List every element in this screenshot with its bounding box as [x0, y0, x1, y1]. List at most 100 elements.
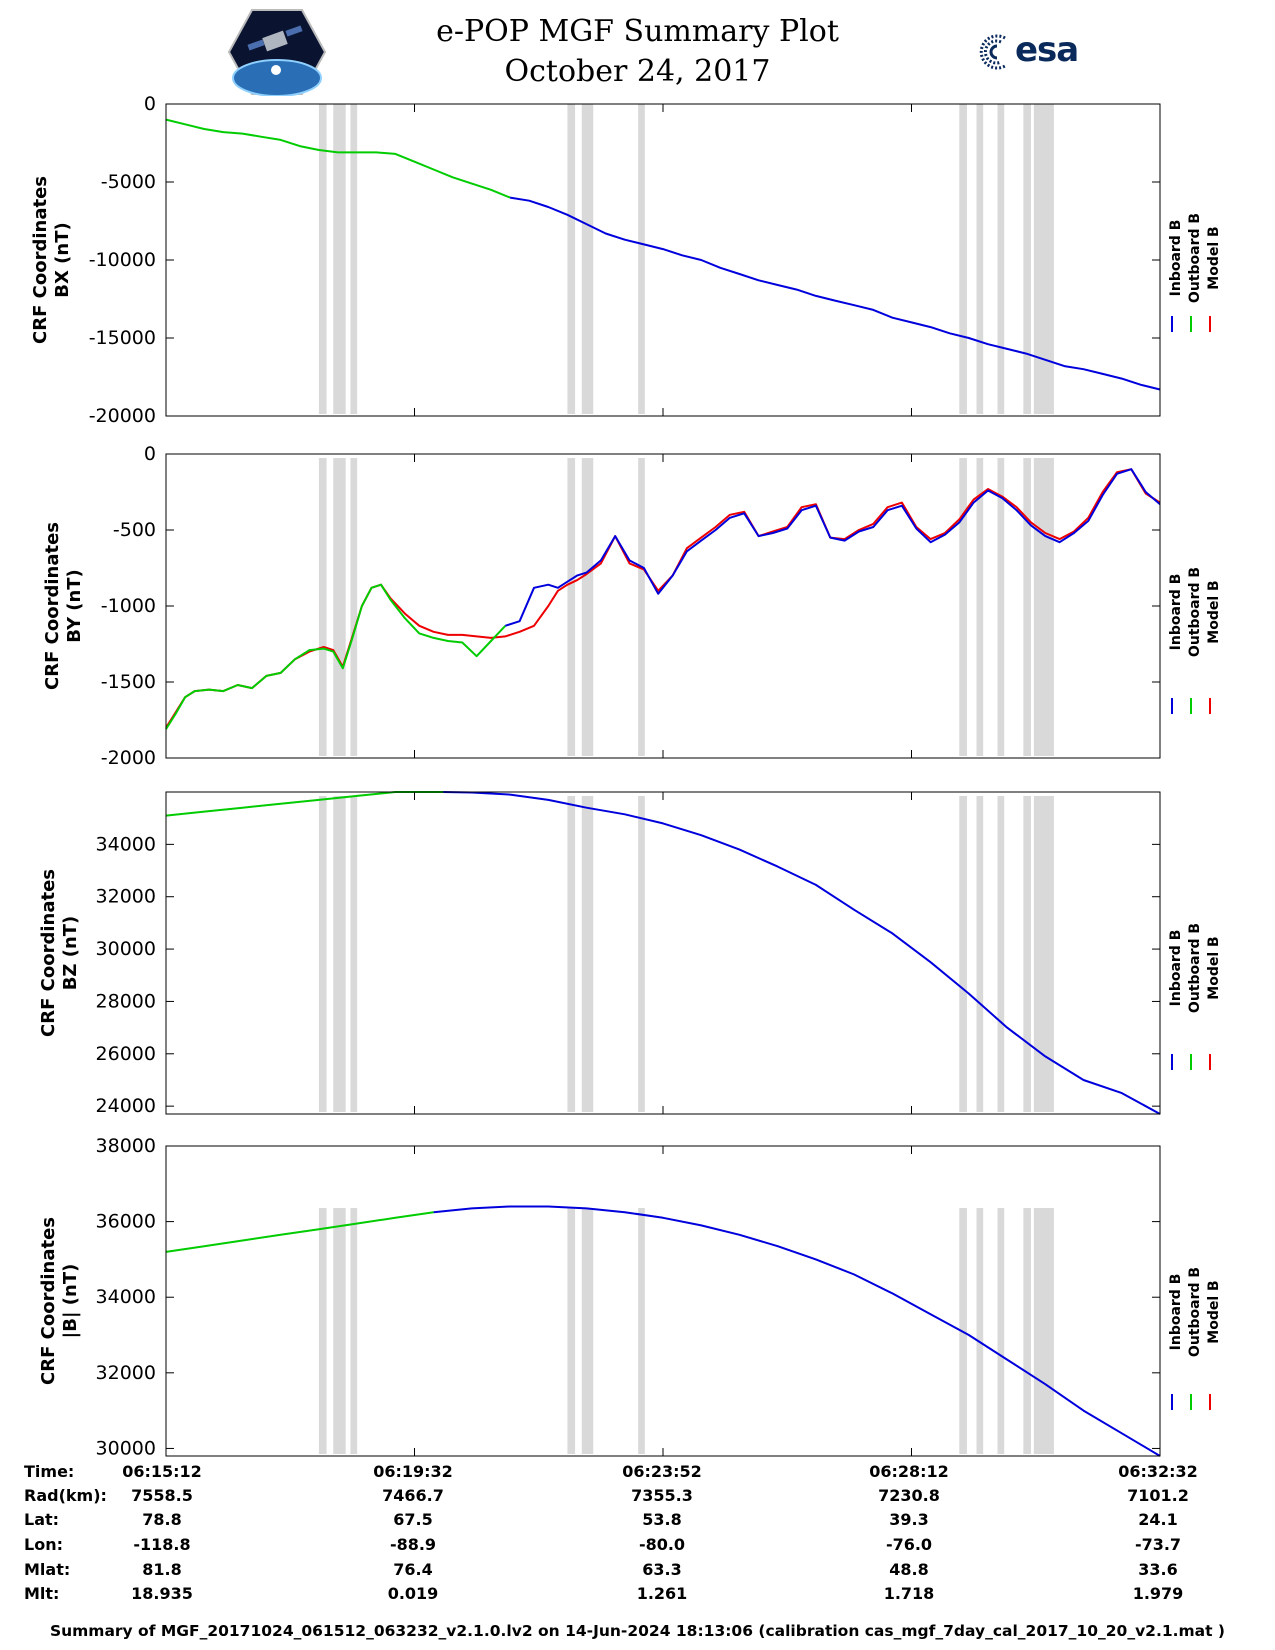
y-tick-label: -20000 [89, 405, 156, 427]
y-tick-label: 34000 [96, 1286, 156, 1308]
data-gap-band [1023, 796, 1031, 1112]
time-value: 06:15:12 [122, 1462, 202, 1481]
data-gap-band [333, 458, 346, 756]
data-gap-band [1023, 104, 1031, 414]
y-tick-label: 32000 [96, 1362, 156, 1384]
data-gap-band [976, 104, 984, 414]
series-line-inboard-b [433, 1205, 1161, 1457]
lat-value: 39.3 [889, 1510, 929, 1529]
legend-label: Model B [1206, 226, 1222, 289]
plot-title: e-POP MGF Summary Plot [436, 14, 839, 49]
y-tick-label: -15000 [89, 327, 156, 349]
info-label-time: Time: [24, 1462, 75, 1481]
by-panel: 0 -500 -1000 -1500 -2000 CRF CoordinatesBY (n… [42, 443, 1222, 769]
rad-value: 7466.7 [382, 1486, 444, 1505]
data-gap-band [638, 796, 645, 1112]
lat-value: 78.8 [142, 1510, 182, 1529]
legend-label: Inboard B [1168, 220, 1184, 297]
legend-label: Model B [1206, 580, 1222, 643]
mlt-value: 1.261 [636, 1584, 688, 1603]
mlat-value: 81.8 [142, 1560, 182, 1579]
data-gap-band [1023, 458, 1031, 756]
lon-value: -118.8 [133, 1535, 191, 1554]
data-gap-band [638, 1208, 645, 1454]
info-label-mlat: Mlat: [24, 1560, 71, 1579]
footer-caption: Summary of MGF_20171024_061512_063232_v2… [49, 1622, 1226, 1640]
data-gap-band [581, 796, 594, 1112]
y-tick-label: -5000 [101, 171, 156, 193]
mlat-value: 48.8 [889, 1560, 929, 1579]
series-line-inboard-b [509, 196, 1161, 391]
info-label-lon: Lon: [24, 1535, 63, 1554]
data-gap-band [318, 1208, 327, 1454]
legend-label: Model B [1206, 936, 1222, 999]
mlat-value: 63.3 [642, 1560, 682, 1579]
y-tick-label: 0 [144, 93, 156, 115]
data-gap-band [997, 458, 1005, 756]
header: e-POP MGF Summary Plot October 24, 2017 … [0, 0, 1275, 100]
esa-logo: esa [975, 30, 1095, 74]
y-tick-label: 36000 [96, 1211, 156, 1233]
bz-panel: 34000 32000 30000 28000 26000 24000 CRF Coordi… [38, 791, 1222, 1117]
legend-label: Model B [1206, 1280, 1222, 1343]
y-tick-label: -10000 [89, 249, 156, 271]
y-tick-label: 34000 [96, 833, 156, 855]
rad-value: 7230.8 [878, 1486, 940, 1505]
esa-logo-text: esa [1015, 30, 1079, 70]
time-value: 06:19:32 [373, 1462, 453, 1481]
lat-value: 24.1 [1138, 1510, 1178, 1529]
orbit-info-table: Time: Rad(km): Lat: Lon: Mlat: Mlt: 06:1… [0, 1462, 1275, 1622]
legend-label: Inboard B [1168, 1274, 1184, 1351]
mlat-value: 33.6 [1138, 1560, 1178, 1579]
data-gap-band [976, 458, 984, 756]
y-tick-label: 38000 [96, 1135, 156, 1157]
data-gap-band [1033, 104, 1054, 414]
mlat-value: 76.4 [393, 1560, 433, 1579]
data-gap-band [638, 458, 645, 756]
plot-date: October 24, 2017 [504, 54, 771, 89]
lon-value: -73.7 [1134, 1535, 1182, 1554]
data-gap-band [1033, 1208, 1054, 1454]
data-gap-band [959, 104, 967, 414]
data-gap-band [581, 458, 594, 756]
time-value: 06:28:12 [869, 1462, 949, 1481]
rad-value: 7355.3 [631, 1486, 693, 1505]
plot-background [166, 1146, 1160, 1456]
info-label-mlt: Mlt: [24, 1584, 60, 1603]
legend-label: Outboard B [1187, 213, 1203, 303]
data-gap-band [959, 458, 967, 756]
y-tick-label: -2000 [101, 747, 156, 769]
mlt-value: 18.935 [131, 1584, 193, 1603]
data-gap-band [581, 1208, 594, 1454]
data-gap-band [350, 104, 358, 414]
data-gap-band [976, 1208, 984, 1454]
data-gap-band [333, 104, 346, 414]
series-line-inboard-b [504, 468, 1161, 627]
legend-label: Outboard B [1187, 1267, 1203, 1357]
data-gap-band [567, 104, 576, 414]
y-axis-label: CRF CoordinatesBY (nT) [42, 522, 85, 690]
time-value: 06:23:52 [622, 1462, 702, 1481]
mlt-value: 0.019 [387, 1584, 439, 1603]
data-gap-band [997, 1208, 1005, 1454]
legend-label: Outboard B [1187, 923, 1203, 1013]
data-gap-band [350, 458, 358, 756]
series-line-model-b [165, 468, 1161, 729]
data-gap-band [318, 796, 327, 1112]
data-gap-band [997, 796, 1005, 1112]
y-tick-label: 0 [144, 443, 156, 465]
data-gap-band [581, 104, 594, 414]
info-label-rad: Rad(km): [24, 1486, 107, 1505]
data-gap-band [567, 458, 576, 756]
rad-value: 7101.2 [1127, 1486, 1189, 1505]
data-gap-band [1023, 1208, 1031, 1454]
data-gap-band [997, 104, 1005, 414]
lat-value: 53.8 [642, 1510, 682, 1529]
b-magnitude-panel: 38000 36000 34000 32000 30000 CRF Coordinates… [38, 1135, 1222, 1459]
legend-label: Inboard B [1168, 574, 1184, 651]
y-axis-label: CRF Coordinates|B| (nT) [38, 1217, 81, 1385]
time-value: 06:32:32 [1118, 1462, 1198, 1481]
data-gap-band [1033, 458, 1054, 756]
plot-background [166, 104, 1160, 416]
